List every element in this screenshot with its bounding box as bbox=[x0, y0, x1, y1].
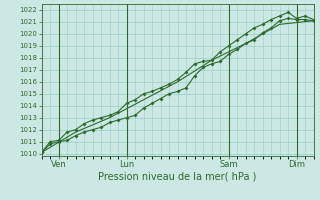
X-axis label: Pression niveau de la mer( hPa ): Pression niveau de la mer( hPa ) bbox=[99, 172, 257, 182]
